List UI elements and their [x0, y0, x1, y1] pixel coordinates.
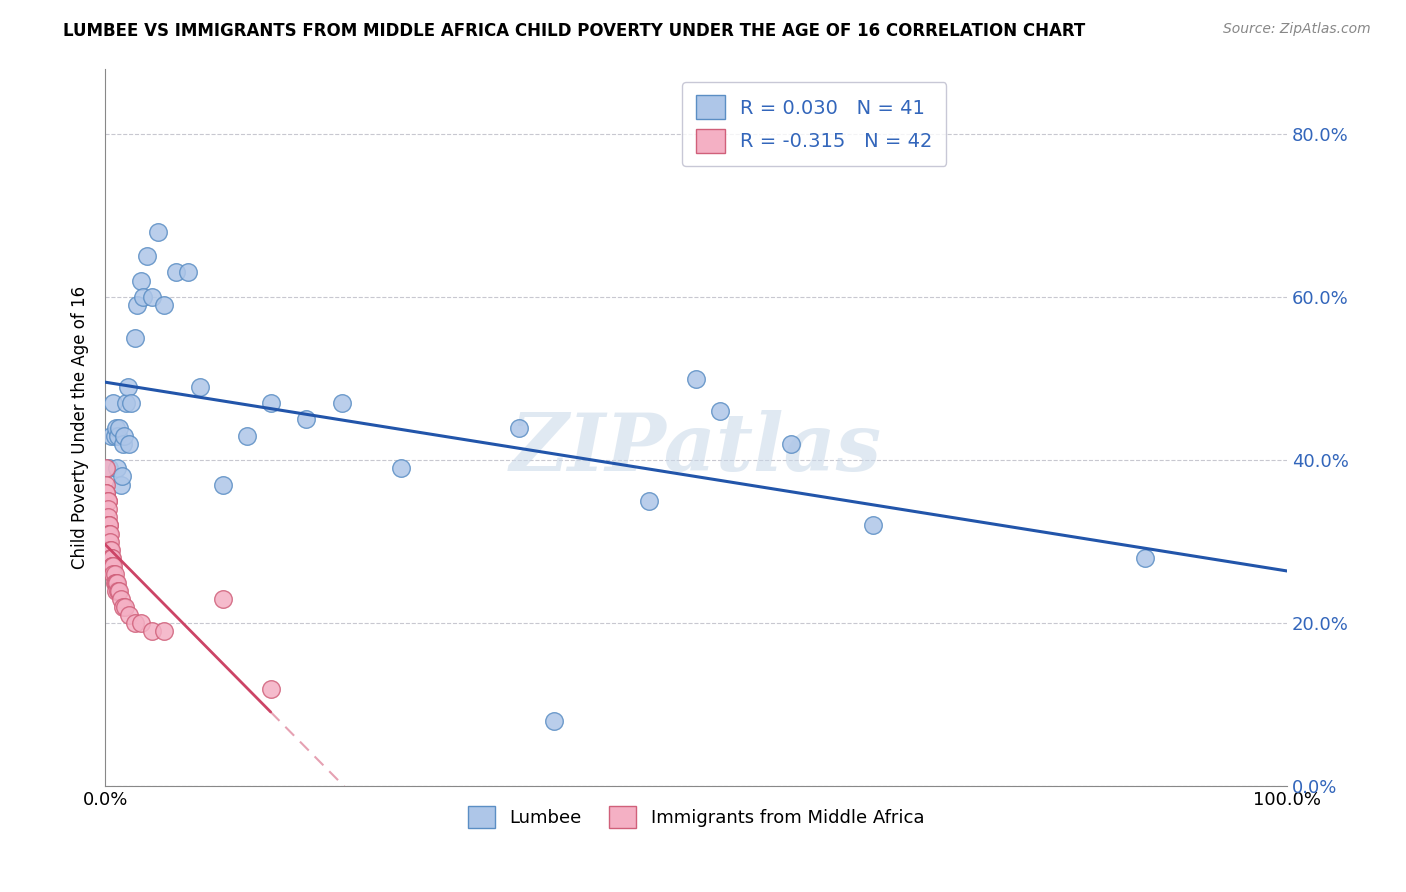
- Point: [141, 624, 163, 639]
- Point: [124, 331, 146, 345]
- Point: [260, 396, 283, 410]
- Point: [129, 616, 152, 631]
- Point: [508, 420, 530, 434]
- Point: [685, 371, 707, 385]
- Point: [96, 477, 118, 491]
- Point: [104, 428, 127, 442]
- Point: [96, 485, 118, 500]
- Point: [103, 559, 125, 574]
- Y-axis label: Child Poverty Under the Age of 16: Child Poverty Under the Age of 16: [72, 286, 89, 569]
- Point: [132, 290, 155, 304]
- Point: [101, 559, 124, 574]
- Point: [97, 526, 120, 541]
- Point: [212, 591, 235, 606]
- Point: [107, 583, 129, 598]
- Point: [177, 265, 200, 279]
- Point: [104, 420, 127, 434]
- Point: [97, 526, 120, 541]
- Point: [124, 616, 146, 631]
- Point: [96, 461, 118, 475]
- Point: [105, 461, 128, 475]
- Point: [108, 583, 131, 598]
- Point: [779, 437, 801, 451]
- Point: [97, 518, 120, 533]
- Point: [103, 396, 125, 410]
- Point: [97, 534, 120, 549]
- Point: [104, 567, 127, 582]
- Point: [101, 559, 124, 574]
- Point: [104, 575, 127, 590]
- Point: [236, 428, 259, 442]
- Point: [118, 437, 141, 451]
- Point: [97, 502, 120, 516]
- Point: [165, 265, 187, 279]
- Point: [638, 494, 661, 508]
- Point: [148, 225, 170, 239]
- Point: [97, 518, 120, 533]
- Point: [114, 599, 136, 614]
- Text: LUMBEE VS IMMIGRANTS FROM MIDDLE AFRICA CHILD POVERTY UNDER THE AGE OF 16 CORREL: LUMBEE VS IMMIGRANTS FROM MIDDLE AFRICA …: [63, 22, 1085, 40]
- Point: [295, 412, 318, 426]
- Point: [120, 396, 142, 410]
- Point: [862, 518, 884, 533]
- Point: [98, 542, 121, 557]
- Point: [100, 428, 122, 442]
- Text: Source: ZipAtlas.com: Source: ZipAtlas.com: [1223, 22, 1371, 37]
- Point: [127, 298, 149, 312]
- Point: [389, 461, 412, 475]
- Point: [105, 575, 128, 590]
- Point: [135, 249, 157, 263]
- Point: [141, 290, 163, 304]
- Point: [153, 624, 176, 639]
- Point: [110, 477, 132, 491]
- Point: [96, 485, 118, 500]
- Point: [1135, 551, 1157, 566]
- Point: [107, 428, 129, 442]
- Point: [118, 608, 141, 623]
- Point: [101, 551, 124, 566]
- Point: [104, 583, 127, 598]
- Point: [108, 420, 131, 434]
- Point: [111, 599, 134, 614]
- Point: [103, 567, 125, 582]
- Point: [153, 298, 176, 312]
- Point: [330, 396, 353, 410]
- Point: [100, 551, 122, 566]
- Point: [212, 477, 235, 491]
- Point: [97, 494, 120, 508]
- Point: [543, 714, 565, 729]
- Point: [112, 428, 135, 442]
- Point: [111, 437, 134, 451]
- Point: [97, 518, 120, 533]
- Point: [104, 575, 127, 590]
- Point: [97, 494, 120, 508]
- Point: [188, 380, 211, 394]
- Point: [98, 534, 121, 549]
- Point: [117, 380, 139, 394]
- Point: [97, 510, 120, 524]
- Point: [100, 542, 122, 557]
- Point: [98, 526, 121, 541]
- Legend: Lumbee, Immigrants from Middle Africa: Lumbee, Immigrants from Middle Africa: [461, 798, 931, 835]
- Point: [709, 404, 731, 418]
- Point: [115, 396, 138, 410]
- Point: [97, 461, 120, 475]
- Point: [129, 274, 152, 288]
- Point: [111, 469, 134, 483]
- Text: ZIPatlas: ZIPatlas: [510, 410, 882, 488]
- Point: [260, 681, 283, 696]
- Point: [100, 551, 122, 566]
- Point: [110, 591, 132, 606]
